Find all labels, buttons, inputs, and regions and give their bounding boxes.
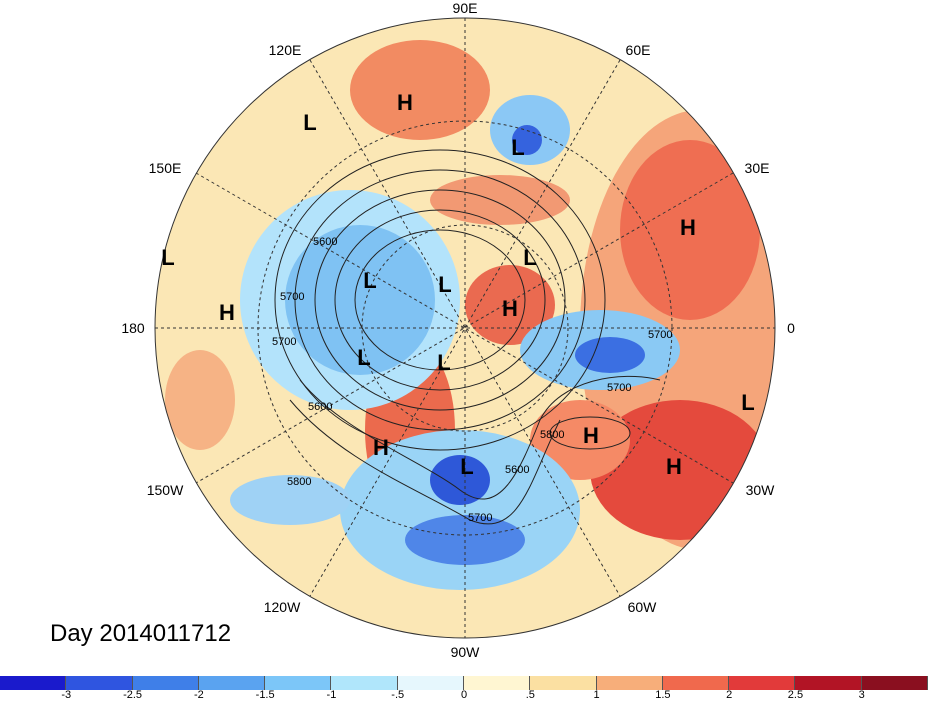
colorbar-swatch <box>596 676 663 690</box>
colorbar-tick-label: -1.5 <box>255 689 275 701</box>
colorbar-tick-label: -.5 <box>391 689 405 701</box>
colorbar-swatch <box>463 676 531 690</box>
lon-label-0: 0 <box>787 320 795 336</box>
pressure-center-h1: H <box>397 90 413 115</box>
colorbar-swatch <box>795 676 862 690</box>
colorbar-swatch <box>265 676 332 690</box>
colorbar <box>0 676 928 690</box>
colorbar-tick-label: -2.5 <box>123 689 143 701</box>
colorbar-swatch <box>0 676 67 690</box>
contour-label: 5600 <box>505 464 529 476</box>
colorbar-swatch <box>530 676 597 690</box>
lon-label-120e: 120E <box>268 42 302 58</box>
pressure-center-l7: L <box>357 345 370 370</box>
contour-label: 5700 <box>272 336 296 348</box>
pressure-center-l2: L <box>511 135 524 160</box>
pressure-center-l5: L <box>363 268 376 293</box>
colorbar-swatch <box>397 676 464 690</box>
height-contours <box>274 149 661 525</box>
colorbar-tick-label: 3 <box>858 689 865 701</box>
pressure-center-h5: H <box>373 435 389 460</box>
colorbar-swatch <box>198 676 266 690</box>
pressure-center-h4: H <box>502 296 518 321</box>
colorbar-tick-label: -3 <box>61 689 72 701</box>
colorbar-swatch <box>331 676 398 690</box>
contour-label: 5800 <box>287 476 311 488</box>
pressure-center-h3: H <box>219 300 235 325</box>
contour-labels: 5600 5700 5700 5600 5700 5700 5800 5600 … <box>272 236 672 524</box>
lon-label-150w: 150W <box>146 482 184 498</box>
contour-label: 5700 <box>468 512 492 524</box>
lon-label-150e: 150E <box>148 160 182 176</box>
lon-label-30w: 30W <box>745 482 775 498</box>
pressure-center-l10: L <box>460 454 473 479</box>
colorbar-tick-label: 1.5 <box>655 689 671 701</box>
pressure-center-l8: L <box>437 350 450 375</box>
pressure-center-h2: H <box>680 215 696 240</box>
colorbar-tick-label: .5 <box>525 689 535 701</box>
contour-label: 5600 <box>308 401 332 413</box>
lon-label-60w: 60W <box>627 599 657 615</box>
colorbar-swatch <box>662 676 730 690</box>
contour-label: 5700 <box>648 329 672 341</box>
colorbar-tick-label: 1 <box>593 689 600 701</box>
pressure-center-l1: L <box>303 110 316 135</box>
colorbar-swatch <box>66 676 133 690</box>
lon-label-90w: 90W <box>450 644 480 660</box>
pressure-center-l4: L <box>523 245 536 270</box>
date-title: Day 2014011712 <box>50 620 232 647</box>
colorbar-swatch <box>861 676 928 690</box>
pressure-center-h7: H <box>666 454 682 479</box>
colorbar-tick-label: 0 <box>460 689 468 701</box>
pressure-center-l9: L <box>741 390 754 415</box>
pressure-center-l3: L <box>161 245 174 270</box>
colorbar-swatch <box>729 676 796 690</box>
contour-label: 5700 <box>607 382 631 394</box>
contour-label: 5800 <box>540 429 564 441</box>
contour-label: 5700 <box>280 291 304 303</box>
contour-label: 5600 <box>313 236 337 248</box>
lon-label-60e: 60E <box>625 42 651 58</box>
pressure-centers: H L L H L L L H L H L L L H L H H L <box>161 90 754 479</box>
colorbar-tick-label: -2 <box>193 689 204 701</box>
colorbar-tick-label: -1 <box>326 689 337 701</box>
graticule <box>154 17 776 639</box>
lon-label-90e: 90E <box>452 0 478 16</box>
lon-label-180: 180 <box>121 320 145 336</box>
colorbar-tick-label: 2.5 <box>787 689 804 701</box>
lon-label-30e: 30E <box>744 160 770 176</box>
pressure-center-h6: H <box>583 423 599 448</box>
pressure-center-l6: L <box>438 272 451 297</box>
lon-label-120w: 120W <box>263 599 301 615</box>
colorbar-tick-label: 2 <box>726 689 733 701</box>
colorbar-swatch <box>132 676 199 690</box>
